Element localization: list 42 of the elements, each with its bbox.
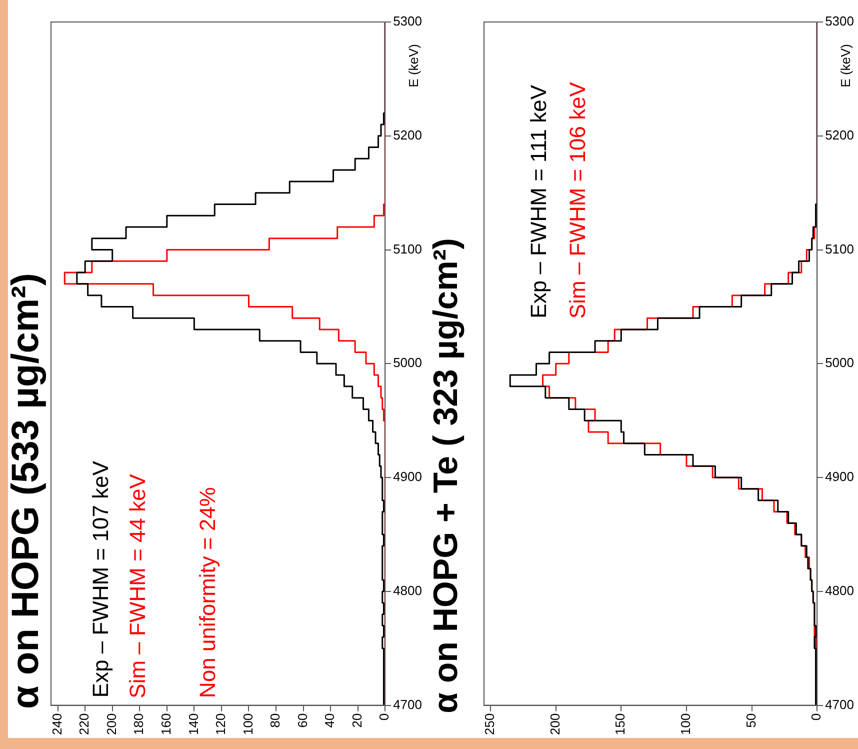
- y-tick-label: 5200: [825, 127, 854, 142]
- y-tick-label: 4900: [393, 469, 422, 484]
- x-tick-label: 100: [678, 713, 694, 736]
- y-axis-title: E (keV): [406, 44, 422, 88]
- x-tick-label: 250: [482, 713, 498, 736]
- x-tick-label: 220: [76, 713, 92, 736]
- x-tick-label: 60: [294, 713, 310, 728]
- text: α on HOPG + Te ( 323 µg/cm²): [427, 238, 466, 713]
- y-tick-label: 4700: [825, 696, 854, 712]
- x-tick-label: 20: [349, 713, 364, 728]
- y-tick-label: 4700: [393, 696, 422, 712]
- x-tick-label: 100: [240, 713, 256, 736]
- y-tick-label: 5100: [825, 241, 854, 256]
- y-tick-label: 5200: [393, 127, 422, 142]
- y-tick-label: 5100: [393, 241, 422, 256]
- y-tick-label: 4800: [825, 583, 854, 598]
- y-tick-label: 4900: [825, 469, 854, 484]
- x-tick-label: 200: [547, 713, 562, 736]
- x-tick-label: 160: [158, 713, 174, 736]
- annotation: Sim – FWHM = 106 keV: [564, 82, 590, 319]
- annotation: Exp – FWHM = 111 keV: [526, 85, 552, 319]
- annotation: Sim – FWHM = 44 keV: [125, 474, 150, 698]
- x-tick-label: 80: [268, 713, 283, 728]
- x-tick-label: 0: [808, 713, 824, 721]
- y-tick-label: 5000: [393, 355, 422, 370]
- x-tick-label: 140: [186, 713, 201, 736]
- x-tick-label: 120: [213, 713, 228, 736]
- x-tick-label: 40: [322, 713, 338, 728]
- annotation: Exp – FWHM = 107 keV: [88, 461, 114, 698]
- y-tick-label: 4800: [393, 583, 422, 598]
- x-tick-label: 200: [104, 713, 119, 736]
- text: α on HOPG (533 µg/cm²): [5, 273, 48, 709]
- x-tick-label: 180: [131, 713, 146, 736]
- y-tick-label: 5300: [825, 14, 854, 29]
- x-tick-label: 50: [743, 713, 758, 728]
- y-tick-label: 5000: [825, 355, 854, 370]
- x-tick-label: 150: [612, 713, 628, 736]
- x-tick-label: 240: [49, 713, 64, 736]
- y-tick-label: 5300: [393, 14, 422, 29]
- x-tick-label: 0: [376, 713, 392, 721]
- y-axis-title: E (keV): [838, 44, 854, 88]
- annotation: Non uniformity = 24%: [195, 486, 220, 698]
